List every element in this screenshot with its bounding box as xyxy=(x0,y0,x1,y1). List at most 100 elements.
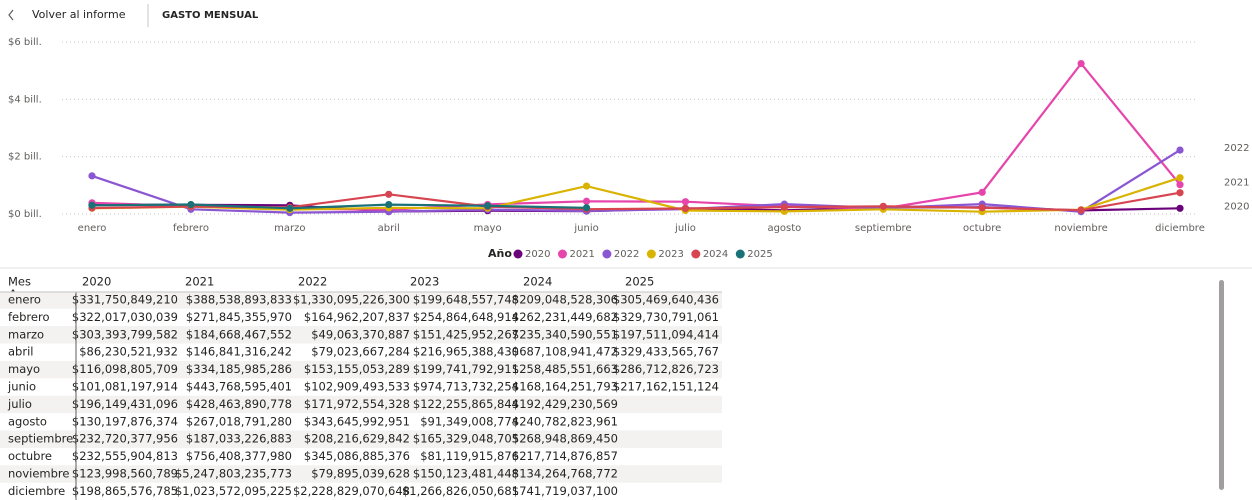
table-cell: $268,948,869,450 xyxy=(512,432,618,446)
column-header: 2023 xyxy=(410,275,439,289)
y-tick-label: $0 bill. xyxy=(8,209,42,220)
legend-label: 2023 xyxy=(658,249,683,260)
table-cell: $192,429,230,569 xyxy=(512,397,618,411)
data-point xyxy=(286,204,294,212)
table-cell: $303,393,799,582 xyxy=(72,327,178,341)
x-tick-label: septiembre xyxy=(855,223,912,234)
table-cell: $196,149,431,096 xyxy=(72,397,178,411)
table-cell: $199,648,557,748 xyxy=(413,293,519,307)
table-cell: $388,538,893,833 xyxy=(186,293,292,307)
table-cell: $79,895,039,628 xyxy=(311,467,410,481)
table-cell: $81,119,915,876 xyxy=(420,449,519,463)
table-cell: mayo xyxy=(8,362,40,376)
table-cell: junio xyxy=(7,380,36,394)
table-cell: $322,017,030,039 xyxy=(72,310,178,324)
table-cell: $254,864,648,914 xyxy=(413,310,519,324)
table-cell: $1,266,826,050,681 xyxy=(402,484,519,498)
column-header: 2024 xyxy=(523,275,552,289)
column-header: 2020 xyxy=(82,275,111,289)
table-cell: $86,230,521,932 xyxy=(79,345,178,359)
data-point xyxy=(1176,146,1184,154)
legend-swatch xyxy=(735,249,745,259)
legend-label: 2021 xyxy=(569,249,594,260)
table-cell: $1,330,095,226,300 xyxy=(293,293,410,307)
table-cell: $91,349,008,774 xyxy=(420,414,519,428)
table-cell: $331,750,849,210 xyxy=(72,293,178,307)
y-tick-label: $4 bill. xyxy=(8,94,42,105)
table-cell: $217,714,876,857 xyxy=(512,449,618,463)
table-cell: $334,185,985,286 xyxy=(186,362,292,376)
table-cell: $79,023,667,284 xyxy=(311,345,410,359)
table-cell: $101,081,197,914 xyxy=(72,380,178,394)
table-cell: $168,164,251,793 xyxy=(512,380,618,394)
data-point xyxy=(385,190,393,198)
table-cell: $2,228,829,070,648 xyxy=(293,484,410,498)
table-cell: $343,645,992,951 xyxy=(304,414,410,428)
data-point xyxy=(582,197,591,205)
table-cell: $974,713,732,254 xyxy=(413,380,519,394)
table-cell: $151,425,952,267 xyxy=(413,327,519,341)
legend-title: Año xyxy=(488,247,512,260)
table-cell: $271,845,355,970 xyxy=(186,310,292,324)
data-table: Mes 2020 2021 2022 2023 2024 2025 enero $331,750… xyxy=(0,275,722,500)
line-chart: $0 bill. $2 bill. $4 bill. $6 bill. enero feb… xyxy=(8,37,1249,260)
x-tick-label: octubre xyxy=(963,223,1001,234)
table-cell: $171,972,554,328 xyxy=(304,397,410,411)
end-label: 2020 xyxy=(1224,201,1249,212)
data-point xyxy=(1077,206,1085,214)
table-cell: $443,768,595,401 xyxy=(186,380,292,394)
table-cell: $164,962,207,837 xyxy=(304,310,410,324)
column-header: 2025 xyxy=(625,275,654,289)
back-button[interactable]: Volver al informe xyxy=(8,8,126,21)
table-cell: $258,485,551,663 xyxy=(512,362,618,376)
series-line xyxy=(91,61,1181,211)
legend-label: 2022 xyxy=(614,249,639,260)
table-cell: $5,247,803,235,773 xyxy=(175,467,292,481)
x-tick-label: abril xyxy=(378,223,400,234)
x-tick-label: agosto xyxy=(767,223,801,234)
table-cell: $262,231,449,682 xyxy=(512,310,618,324)
table-cell: $217,162,151,124 xyxy=(613,380,719,394)
row-band xyxy=(0,326,722,344)
table-cell: noviembre xyxy=(8,467,69,481)
table-cell: septiembre xyxy=(8,432,73,446)
back-label[interactable]: Volver al informe xyxy=(32,8,126,21)
data-point xyxy=(780,203,788,211)
table-cell: $153,155,053,289 xyxy=(304,362,410,376)
series-line xyxy=(91,149,1181,214)
column-header: 2022 xyxy=(298,275,327,289)
row-band xyxy=(0,360,722,379)
table-cell: $122,255,865,844 xyxy=(413,397,519,411)
table-cell: $756,408,377,980 xyxy=(186,449,292,463)
x-tick-label: noviembre xyxy=(1054,223,1107,234)
data-point xyxy=(187,200,195,209)
legend-label: 2024 xyxy=(703,249,728,260)
table-cell: $267,018,791,280 xyxy=(186,414,292,428)
table-cell: $199,741,792,911 xyxy=(413,362,519,376)
table-cell: $687,108,941,472 xyxy=(512,345,618,359)
legend-swatch xyxy=(646,249,656,259)
table-cell: $102,909,493,533 xyxy=(304,380,410,394)
legend-swatch xyxy=(691,249,701,259)
series-line xyxy=(91,176,1181,213)
table-cell: $130,197,876,374 xyxy=(72,414,178,428)
data-point xyxy=(88,201,96,209)
table-cell: $216,965,388,430 xyxy=(413,345,519,359)
x-tick-label: junio xyxy=(573,223,598,234)
table-cell: julio xyxy=(7,397,32,411)
table-cell: $187,033,226,883 xyxy=(186,432,292,446)
table-cell: $123,998,560,789 xyxy=(72,467,178,481)
column-header: Mes xyxy=(8,275,31,289)
table-cell: $150,123,481,448 xyxy=(413,467,519,481)
data-point xyxy=(385,200,393,209)
data-point xyxy=(681,204,690,213)
scrollbar[interactable] xyxy=(1219,280,1224,490)
data-point xyxy=(978,188,986,196)
table-cell: $49,063,370,887 xyxy=(311,327,410,341)
legend-swatch xyxy=(513,249,523,259)
y-tick-label: $6 bill. xyxy=(8,37,42,48)
x-tick-label: julio xyxy=(674,223,696,234)
table-cell: enero xyxy=(8,293,41,307)
table-cell: $116,098,805,709 xyxy=(72,362,178,376)
